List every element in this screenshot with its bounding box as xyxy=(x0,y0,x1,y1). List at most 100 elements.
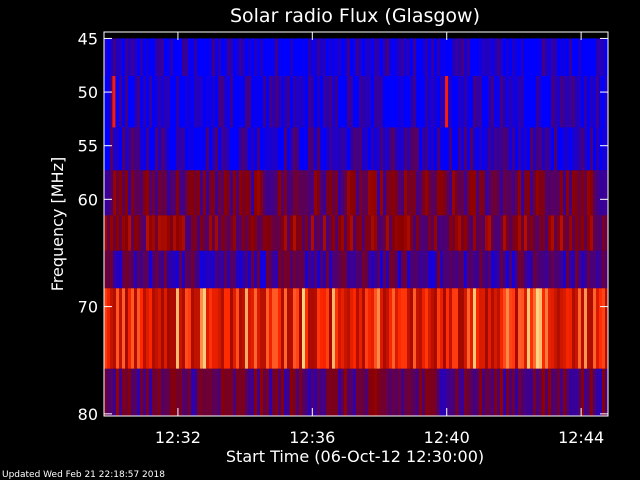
spectrogram-cell xyxy=(218,288,222,369)
spectrogram-cell xyxy=(113,170,117,216)
spectrogram-cell xyxy=(170,288,174,369)
spectrogram-cell xyxy=(137,38,141,76)
spectrogram-cell xyxy=(341,38,345,76)
spectrogram-cell xyxy=(299,368,303,416)
spectrogram-cell xyxy=(239,368,243,416)
spectrogram-cell xyxy=(182,170,186,216)
spectrogram-cell xyxy=(242,127,246,171)
spectrogram-cell xyxy=(125,288,129,369)
spectrogram-cell xyxy=(149,368,153,416)
spectrogram-cell xyxy=(356,75,360,128)
spectrogram-cell xyxy=(479,75,483,128)
spectrogram-cell xyxy=(113,215,117,251)
spectrogram-cell xyxy=(545,368,549,416)
spectrogram-cell xyxy=(215,368,219,416)
spectrogram-cell xyxy=(215,288,219,369)
spectrogram-cell xyxy=(590,75,594,128)
spectrogram-cell xyxy=(284,38,288,76)
spectrogram-cell xyxy=(317,288,321,369)
spectrogram-cell xyxy=(194,215,198,251)
spectrogram-cell xyxy=(203,170,207,216)
spectrogram-cell xyxy=(479,250,483,289)
spectrogram-cell xyxy=(194,38,198,76)
spectrogram-cell xyxy=(272,215,276,251)
spectrogram-cell xyxy=(548,170,552,216)
spectrogram-cell xyxy=(116,215,120,251)
spectrogram-cell xyxy=(269,288,273,369)
spectrogram-cell xyxy=(416,368,420,416)
spectrogram-cell xyxy=(344,288,348,369)
spectrogram-cell xyxy=(605,127,609,171)
spectrogram-cell xyxy=(386,75,390,128)
spectrogram-cell xyxy=(449,250,453,289)
spectrogram-cell xyxy=(347,170,351,216)
spectrogram-cell xyxy=(266,38,270,76)
spectrogram-cell xyxy=(146,250,150,289)
spectrogram-cell xyxy=(557,250,561,289)
spectrogram-cell xyxy=(134,288,138,369)
spectrogram-cell xyxy=(317,170,321,216)
spectrogram-cell xyxy=(335,288,339,369)
spectrogram-cell xyxy=(575,38,579,76)
spectrogram-cell xyxy=(170,250,174,289)
spectrogram-cell xyxy=(242,288,246,369)
spectrogram-cell xyxy=(446,38,450,76)
spectrogram-cell xyxy=(371,215,375,251)
spectrogram-cell xyxy=(425,127,429,171)
spectrogram-cell xyxy=(446,250,450,289)
spectrogram-cell xyxy=(422,368,426,416)
spectrogram-cell xyxy=(497,368,501,416)
spectrogram-cell xyxy=(248,250,252,289)
spectrogram-cell xyxy=(587,75,591,128)
spectrogram-cell xyxy=(476,75,480,128)
spectrogram-cell xyxy=(179,170,183,216)
spectrogram-cell xyxy=(344,127,348,171)
spectrogram-cell xyxy=(434,38,438,76)
spectrogram-cell xyxy=(593,170,597,216)
spectrogram-cell xyxy=(575,250,579,289)
spectrogram-cell xyxy=(188,288,192,369)
spectrogram-cell xyxy=(329,170,333,216)
spectrogram-cell xyxy=(332,127,336,171)
spectrogram-cell xyxy=(341,250,345,289)
x-tick-label: 12:32 xyxy=(155,428,201,447)
spectrogram-cell xyxy=(503,288,507,369)
spectrogram-cell xyxy=(107,75,111,128)
spectrogram-cell xyxy=(605,368,609,416)
spectrogram-cell xyxy=(320,170,324,216)
spectrogram-cell xyxy=(122,288,126,369)
spectrogram-cell xyxy=(470,288,474,369)
spectrogram-cell xyxy=(530,170,534,216)
spectrogram-cell xyxy=(269,170,273,216)
spectrogram-cell xyxy=(200,215,204,251)
spectrogram-cell xyxy=(206,215,210,251)
spectrogram-cell xyxy=(380,368,384,416)
spectrogram-cell xyxy=(428,288,432,369)
spectrogram-cell xyxy=(110,38,114,76)
spectrogram-cell xyxy=(155,215,159,251)
spectrogram-cell xyxy=(296,215,300,251)
spectrogram-cell xyxy=(107,368,111,416)
spectrogram-cell xyxy=(116,170,120,216)
spectrogram-cell xyxy=(428,250,432,289)
spectrogram-cell xyxy=(104,368,108,416)
spectrogram-cell xyxy=(347,127,351,171)
spectrogram-cell xyxy=(164,127,168,171)
spectrogram-cell xyxy=(458,38,462,76)
x-tick-label: 12:44 xyxy=(558,428,604,447)
spectrogram-cell xyxy=(365,38,369,76)
spectrogram-cell xyxy=(191,215,195,251)
x-axis: 12:32 12:36 12:40 12:44 xyxy=(155,32,604,447)
spectrogram-cell xyxy=(413,75,417,128)
spectrogram-cell xyxy=(140,170,144,216)
spectrogram-cell xyxy=(551,288,555,369)
spectrogram-cell xyxy=(314,38,318,76)
spectrogram-cell xyxy=(359,127,363,171)
spectrogram-cell xyxy=(239,288,243,369)
spectrogram-cell xyxy=(308,368,312,416)
spectrogram-cell xyxy=(257,288,261,369)
spectrogram-cell xyxy=(578,215,582,251)
spectrogram-cell xyxy=(530,38,534,76)
spectrogram-cell xyxy=(290,250,294,289)
